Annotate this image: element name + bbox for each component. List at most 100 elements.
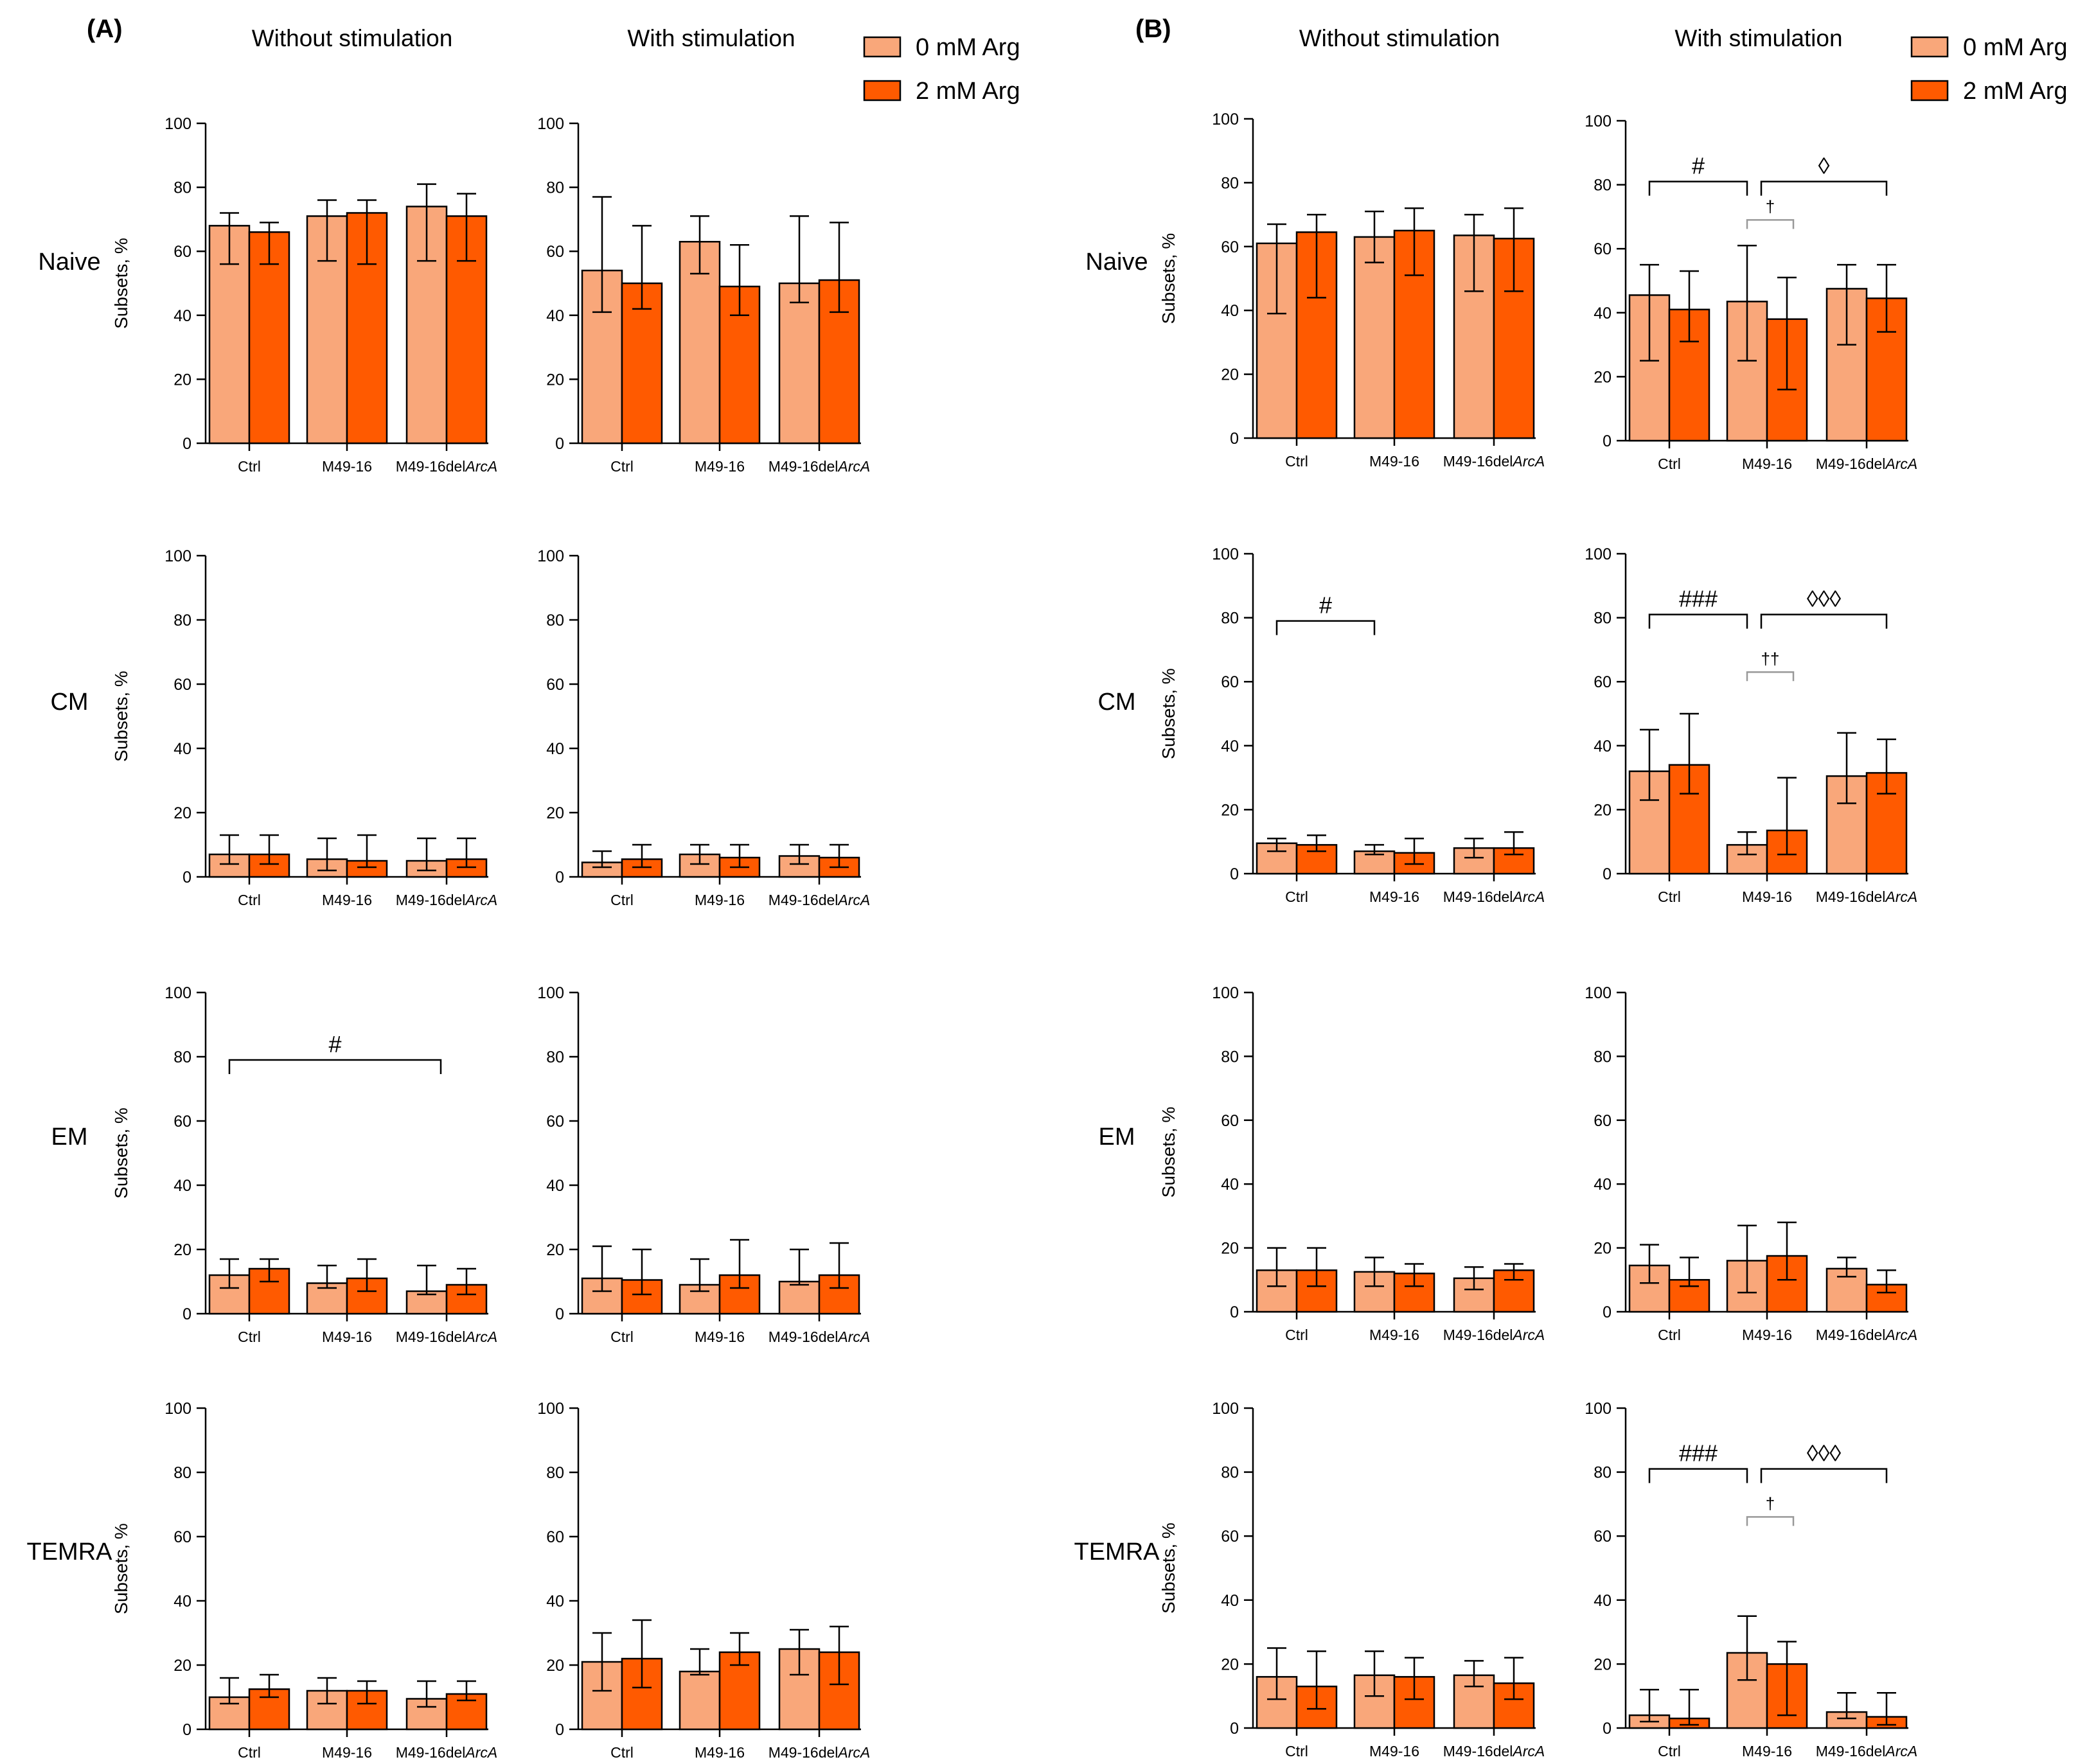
y-tick-label: 60 xyxy=(173,676,191,694)
row-label: CM xyxy=(50,689,88,716)
y-tick-label: 40 xyxy=(1221,737,1239,755)
x-tick-label: M49-16 xyxy=(322,892,372,908)
y-tick-label: 0 xyxy=(182,1305,191,1323)
x-tick-label-part: ArcA xyxy=(837,892,870,908)
y-tick-label: 100 xyxy=(164,1400,191,1418)
x-tick-label: M49-16 xyxy=(695,892,745,908)
legend-swatch xyxy=(1910,80,1949,101)
x-tick-label: M49-16 xyxy=(695,458,745,475)
significance-mark: † xyxy=(1766,197,1775,216)
y-tick-label: 40 xyxy=(1221,1592,1239,1610)
significance-bracket xyxy=(1746,219,1795,229)
y-tick-label: 100 xyxy=(537,984,564,1002)
x-tick-label: M49-16delArcA xyxy=(1443,1327,1545,1343)
y-tick-label: 20 xyxy=(173,804,191,822)
y-tick-label: 20 xyxy=(173,1657,191,1675)
y-tick-label: 40 xyxy=(1594,737,1612,755)
chart-B-EM-without: Subsets, % 0 20 40 60 80 100 Ctrl M49-16 M49-16de… xyxy=(1159,984,1545,1343)
x-tick-label: M49-16delArcA xyxy=(768,1328,871,1345)
chart-A-Naive-with: 0 20 40 60 80 100 Ctrl M49-16 M49-16delArcA xyxy=(537,115,870,475)
y-tick-label: 80 xyxy=(173,1048,191,1066)
y-tick-label: 40 xyxy=(546,1177,564,1195)
legend-label: 0 mM Arg xyxy=(916,34,1020,61)
x-tick-label-part: M49-16del xyxy=(1816,455,1886,472)
y-tick-label: 100 xyxy=(164,115,191,133)
x-tick-label: M49-16delArcA xyxy=(1816,1743,1918,1760)
x-tick-label: M49-16delArcA xyxy=(1443,1743,1545,1760)
x-tick-label: M49-16delArcA xyxy=(1816,1327,1918,1343)
y-tick-label: 40 xyxy=(1594,304,1612,322)
x-tick-label: M49-16 xyxy=(322,458,372,475)
x-tick-label: M49-16 xyxy=(1742,1743,1792,1760)
significance-bracket xyxy=(1648,613,1748,629)
column-title: With stimulation xyxy=(627,25,795,51)
y-tick-label: 60 xyxy=(1594,1112,1612,1130)
legend-label: 2 mM Arg xyxy=(916,78,1020,105)
y-tick-label: 20 xyxy=(173,1241,191,1259)
x-tick-label-part: M49-16del xyxy=(1443,1743,1513,1760)
y-tick-label: 40 xyxy=(173,1177,191,1195)
y-tick-label: 20 xyxy=(546,1657,564,1675)
x-tick-label: Ctrl xyxy=(1658,888,1681,905)
x-tick-label-part: ArcA xyxy=(464,1744,497,1761)
panel-label-a: (A) xyxy=(87,15,123,43)
x-tick-label: Ctrl xyxy=(1658,1743,1681,1760)
x-tick-label: Ctrl xyxy=(610,1328,634,1345)
y-tick-label: 20 xyxy=(1594,1240,1612,1258)
y-tick-label: 20 xyxy=(1594,368,1612,386)
significance-bracket xyxy=(1746,671,1795,682)
significance-bracket xyxy=(1760,1468,1888,1483)
x-tick-label-part: M49-16del xyxy=(1816,888,1886,905)
y-tick-label: 80 xyxy=(173,179,191,197)
y-tick-label: 80 xyxy=(1221,1048,1239,1066)
column-title: With stimulation xyxy=(1674,25,1842,51)
x-tick-label: M49-16delArcA xyxy=(768,458,871,475)
x-tick-label: Ctrl xyxy=(610,1744,634,1761)
y-tick-label: 40 xyxy=(173,307,191,325)
y-tick-label: 60 xyxy=(173,1528,191,1546)
x-tick-label-part: ArcA xyxy=(1884,1327,1917,1343)
x-tick-label: Ctrl xyxy=(1285,453,1308,470)
y-tick-label: 80 xyxy=(1594,1464,1612,1482)
row-label: TEMRA xyxy=(1074,1539,1160,1566)
y-axis-title: Subsets, % xyxy=(111,1107,131,1199)
y-tick-label: 40 xyxy=(546,740,564,758)
y-tick-label: 80 xyxy=(1221,1464,1239,1482)
y-tick-label: 60 xyxy=(1594,1528,1612,1546)
x-tick-label-part: M49-16del xyxy=(396,1328,466,1345)
chart-B-EM-with: 0 20 40 60 80 100 Ctrl M49-16 M49-16delArcA xyxy=(1585,984,1917,1343)
row-label: TEMRA xyxy=(27,1539,113,1566)
x-tick-label: Ctrl xyxy=(1285,1327,1308,1343)
bar-0mM xyxy=(1256,242,1298,439)
x-tick-label-part: ArcA xyxy=(1884,888,1917,905)
x-tick-label: M49-16 xyxy=(1369,1743,1419,1760)
x-tick-label-part: ArcA xyxy=(1511,1327,1545,1343)
y-tick-label: 100 xyxy=(537,547,564,565)
significance-mark: ◊ xyxy=(1818,153,1830,179)
x-tick-label: Ctrl xyxy=(1285,1743,1308,1760)
y-tick-label: 40 xyxy=(1594,1176,1612,1194)
y-tick-label: 40 xyxy=(546,307,564,325)
y-tick-label: 20 xyxy=(546,804,564,822)
row-label: Naive xyxy=(1085,249,1148,276)
row-label: Naive xyxy=(38,249,100,276)
y-tick-label: 60 xyxy=(1221,238,1239,256)
chart-A-EM-with: 0 20 40 60 80 100 Ctrl M49-16 M49-16delArcA xyxy=(537,984,870,1345)
x-tick-label-part: M49-16del xyxy=(396,458,466,475)
x-tick-label: M49-16delArcA xyxy=(1816,455,1918,472)
x-tick-label: M49-16 xyxy=(1742,1327,1792,1343)
significance-mark: ### xyxy=(1679,586,1718,612)
x-tick-label: M49-16delArcA xyxy=(396,458,498,475)
y-tick-label: 100 xyxy=(1212,545,1239,563)
x-tick-label-part: M49-16del xyxy=(396,1744,466,1761)
y-axis-title: Subsets, % xyxy=(111,238,131,329)
y-tick-label: 0 xyxy=(1603,432,1612,450)
y-axis-title: Subsets, % xyxy=(1159,1522,1178,1614)
x-tick-label-part: M49-16del xyxy=(768,1744,839,1761)
significance-mark: ◊◊◊ xyxy=(1807,586,1842,612)
bar-2mM xyxy=(1766,1255,1808,1313)
column-title: Without stimulation xyxy=(1299,25,1500,51)
y-tick-label: 60 xyxy=(173,243,191,261)
y-tick-label: 40 xyxy=(546,1592,564,1610)
y-tick-label: 20 xyxy=(1594,1655,1612,1673)
